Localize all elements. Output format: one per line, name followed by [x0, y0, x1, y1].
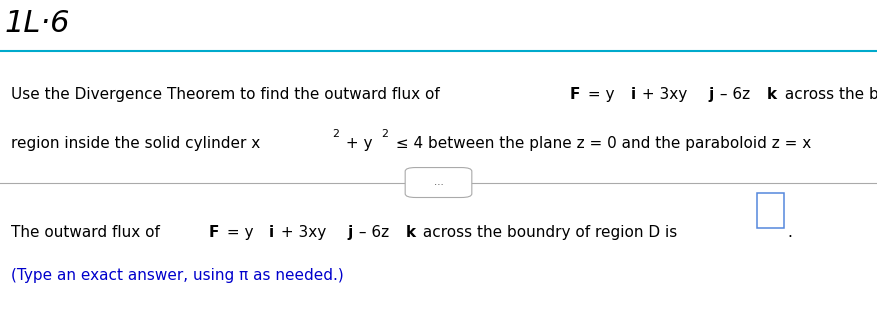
Text: j: j [708, 87, 713, 102]
Text: 1L·6: 1L·6 [4, 9, 70, 38]
Text: + y: + y [341, 136, 373, 151]
Text: …: … [433, 177, 444, 187]
Text: = y: = y [583, 87, 620, 102]
Text: region inside the solid cylinder x: region inside the solid cylinder x [11, 136, 260, 151]
Text: ≤ 4 between the plane z = 0 and the paraboloid z = x: ≤ 4 between the plane z = 0 and the para… [390, 136, 810, 151]
FancyBboxPatch shape [758, 193, 784, 228]
Text: across the boundary of the region D: the: across the boundary of the region D: the [780, 87, 877, 102]
Text: F: F [209, 225, 219, 240]
Text: k: k [405, 225, 416, 240]
Text: – 6z: – 6z [715, 87, 755, 102]
Text: 2: 2 [381, 129, 389, 139]
Text: = y: = y [222, 225, 259, 240]
Text: (Type an exact answer, using π as needed.): (Type an exact answer, using π as needed… [11, 268, 343, 283]
Text: Use the Divergence Theorem to find the outward flux of: Use the Divergence Theorem to find the o… [11, 87, 444, 102]
Text: j: j [347, 225, 353, 240]
Text: + 3xy: + 3xy [637, 87, 692, 102]
Text: .: . [788, 225, 792, 240]
Text: + 3xy: + 3xy [276, 225, 331, 240]
Text: The outward flux of: The outward flux of [11, 225, 164, 240]
Text: k: k [766, 87, 777, 102]
Text: – 6z: – 6z [353, 225, 394, 240]
Text: i: i [631, 87, 636, 102]
Text: F: F [570, 87, 581, 102]
Text: i: i [269, 225, 275, 240]
Text: across the boundry of region D is: across the boundry of region D is [418, 225, 678, 240]
Text: 2: 2 [332, 129, 339, 139]
FancyBboxPatch shape [405, 168, 472, 197]
